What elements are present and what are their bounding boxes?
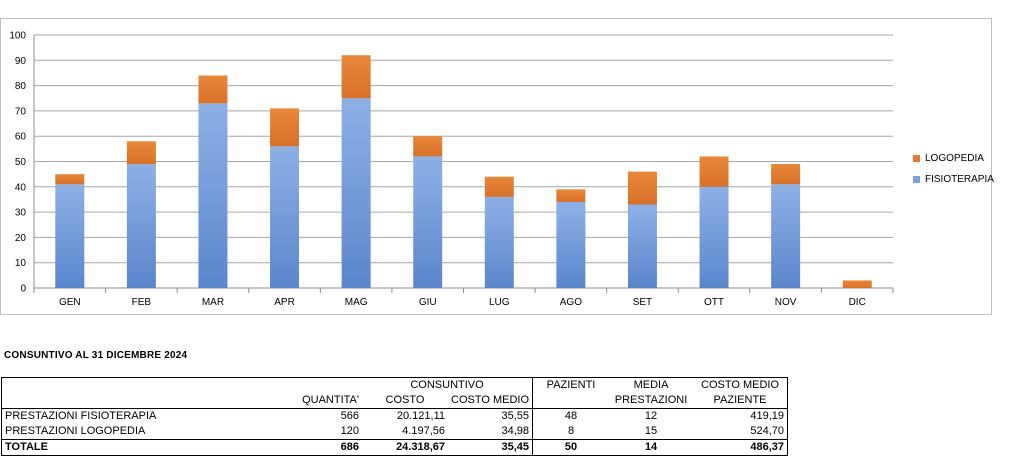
total-media: 14 xyxy=(609,439,694,456)
legend-item-fisioterapia: FISIOTERAPIA xyxy=(913,174,994,185)
x-tick-label: AGO xyxy=(560,297,582,308)
legend-label-fisioterapia: FISIOTERAPIA xyxy=(925,174,994,185)
x-tick-label: MAG xyxy=(345,297,368,308)
row-pazienti: 8 xyxy=(532,424,610,440)
x-tick-label: OTT xyxy=(704,297,724,308)
y-tick-label: 100 xyxy=(9,31,26,42)
bar-fisioterapia-gen xyxy=(55,184,85,288)
y-tick-label: 90 xyxy=(15,56,27,67)
bar-fisioterapia-feb xyxy=(126,164,156,288)
report-title: CONSUNTIVO AL 31 DICEMBRE 2024 xyxy=(4,350,188,361)
bar-logopedia-ago xyxy=(556,189,586,202)
row-quantita: 566 xyxy=(340,410,359,422)
x-tick-label: DIC xyxy=(849,297,866,308)
y-tick-label: 70 xyxy=(15,106,27,117)
header-blank-4 xyxy=(532,393,610,409)
x-tick-label: APR xyxy=(274,297,295,308)
total-label: TOTALE xyxy=(1,439,256,456)
legend-item-logopedia: LOGOPEDIA xyxy=(913,153,984,164)
header-media-1: MEDIA xyxy=(609,377,694,393)
x-tick-label: GIU xyxy=(419,297,437,308)
row-quantita: 120 xyxy=(256,424,362,440)
x-tick-label: MAR xyxy=(202,297,224,308)
total-costo-paziente: 486,37 xyxy=(693,439,789,456)
bar-logopedia-ott xyxy=(699,156,729,187)
bar-fisioterapia-mag xyxy=(341,98,371,288)
total-costo: 24.318,67 xyxy=(362,439,448,456)
x-tick-label: LUG xyxy=(489,297,510,308)
x-tick-label: GEN xyxy=(59,297,81,308)
bar-logopedia-giu xyxy=(413,136,443,157)
header-blank-3 xyxy=(1,393,256,409)
row-costo-paziente: 419,19 xyxy=(693,408,789,424)
bar-logopedia-dic xyxy=(842,280,872,288)
header-media-2: PRESTAZIONI xyxy=(609,393,694,409)
header-costo: COSTO xyxy=(362,393,448,409)
header-quantita: QUANTITA' xyxy=(256,393,362,409)
header-costo-medio-paz-1: COSTO MEDIO xyxy=(693,377,789,393)
bar-logopedia-mar xyxy=(198,75,228,104)
row-costo-medio: 35,55 xyxy=(501,410,530,422)
chart-container: 0 10 20 30 40 50 60 70 80 90 100 GEN FEB MAR APR MAG GIU… xyxy=(0,18,994,315)
header-pazienti: PAZIENTI xyxy=(532,377,610,393)
row-media: 15 xyxy=(609,424,694,440)
header-costo-medio-paz-2: PAZIENTE xyxy=(693,393,789,409)
bar-logopedia-apr xyxy=(270,108,300,147)
y-tick-label: 20 xyxy=(15,233,27,244)
legend-swatch-logopedia xyxy=(913,155,920,162)
row-label: PRESTAZIONI FISIOTERAPIA xyxy=(1,408,256,424)
total-costo-medio: 35,45 xyxy=(448,439,533,456)
total-pazienti: 50 xyxy=(532,439,610,456)
bar-fisioterapia-ago xyxy=(556,201,586,288)
y-tick-label: 10 xyxy=(15,258,27,269)
bar-logopedia-lug xyxy=(484,176,514,197)
x-tick-label: NOV xyxy=(775,297,797,308)
table-header-row-1: CONSUNTIVO PAZIENTI MEDIA COSTO MEDIO xyxy=(1,377,789,393)
header-costo-medio: COSTO MEDIO xyxy=(448,393,533,409)
row-costo-paziente: 524,70 xyxy=(693,424,789,440)
bar-logopedia-mag xyxy=(341,55,371,99)
x-tick-label: FEB xyxy=(132,297,152,308)
row-costo: 20.121,11 xyxy=(396,410,445,422)
legend-swatch-fisioterapia xyxy=(913,176,920,183)
header-blank xyxy=(1,377,256,393)
row-label: PRESTAZIONI LOGOPEDIA xyxy=(1,424,256,440)
row-costo-medio: 34,98 xyxy=(448,424,533,440)
table-header-row-2: QUANTITA' COSTO COSTO MEDIO PRESTAZIONI … xyxy=(1,393,789,409)
y-tick-label: 0 xyxy=(20,284,26,295)
y-tick-label: 40 xyxy=(15,182,27,193)
total-row: TOTALE 686 24.318,67 35,45 50 14 486,37 xyxy=(1,439,789,456)
y-tick-label: 50 xyxy=(15,157,27,168)
summary-table: CONSUNTIVO PAZIENTI MEDIA COSTO MEDIO QU… xyxy=(1,377,789,456)
bar-fisioterapia-giu xyxy=(413,156,443,288)
legend-label-logopedia: LOGOPEDIA xyxy=(925,153,984,164)
bar-fisioterapia-ott xyxy=(699,186,729,288)
row-pazienti: 48 xyxy=(532,408,610,424)
x-tick-label: SET xyxy=(633,297,652,308)
table-row: PRESTAZIONI LOGOPEDIA 120 4.197,56 34,98… xyxy=(1,424,789,440)
header-consuntivo: CONSUNTIVO xyxy=(362,377,533,393)
bar-fisioterapia-set xyxy=(627,204,657,288)
y-tick-label: 80 xyxy=(15,81,27,92)
bar-logopedia-nov xyxy=(771,164,801,185)
table-row: PRESTAZIONI FISIOTERAPIA 566 20.121,11 3… xyxy=(1,408,789,424)
bar-logopedia-feb xyxy=(126,141,156,165)
bar-fisioterapia-nov xyxy=(771,184,801,288)
total-quantita: 686 xyxy=(256,439,362,456)
bar-fisioterapia-mar xyxy=(198,103,228,288)
row-media: 12 xyxy=(644,410,658,422)
y-tick-label: 60 xyxy=(15,132,27,143)
stacked-bar-chart: 0 10 20 30 40 50 60 70 80 90 100 GEN FEB MAR APR MAG GIU… xyxy=(9,31,894,308)
bar-fisioterapia-lug xyxy=(484,196,514,288)
bar-fisioterapia-apr xyxy=(270,146,300,288)
bar-logopedia-gen xyxy=(55,174,85,185)
row-costo: 4.197,56 xyxy=(362,424,448,440)
bar-logopedia-set xyxy=(627,171,657,205)
header-blank-2 xyxy=(256,377,362,393)
y-tick-label: 30 xyxy=(15,208,27,219)
